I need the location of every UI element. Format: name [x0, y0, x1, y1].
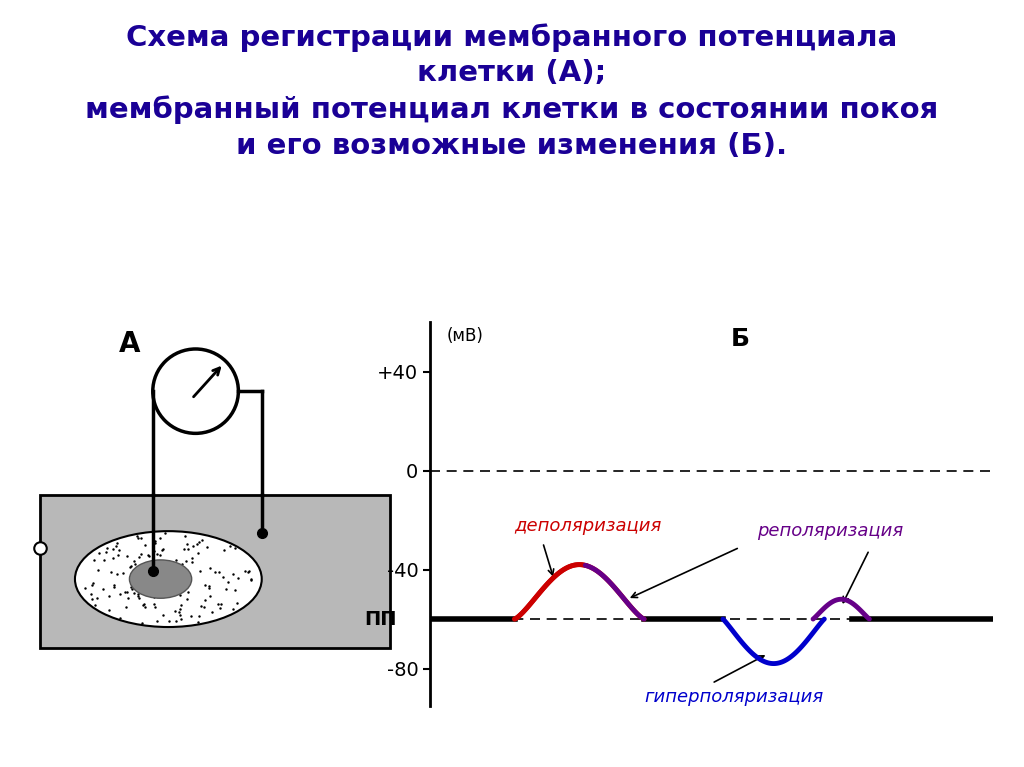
Text: (мВ): (мВ)	[446, 327, 484, 345]
Text: деполяризация: деполяризация	[514, 517, 662, 535]
Text: Б: Б	[730, 327, 750, 351]
Text: гиперполяризация: гиперполяризация	[644, 688, 823, 706]
Text: А: А	[119, 330, 140, 358]
Ellipse shape	[129, 560, 191, 598]
Text: Схема регистрации мембранного потенциала
клетки (А);
мембранный потенциал клетки: Схема регистрации мембранного потенциала…	[85, 23, 939, 160]
Ellipse shape	[75, 532, 262, 627]
Text: реполяризация: реполяризация	[757, 522, 903, 540]
Text: ПП: ПП	[364, 610, 396, 628]
Bar	[40, 495, 390, 648]
